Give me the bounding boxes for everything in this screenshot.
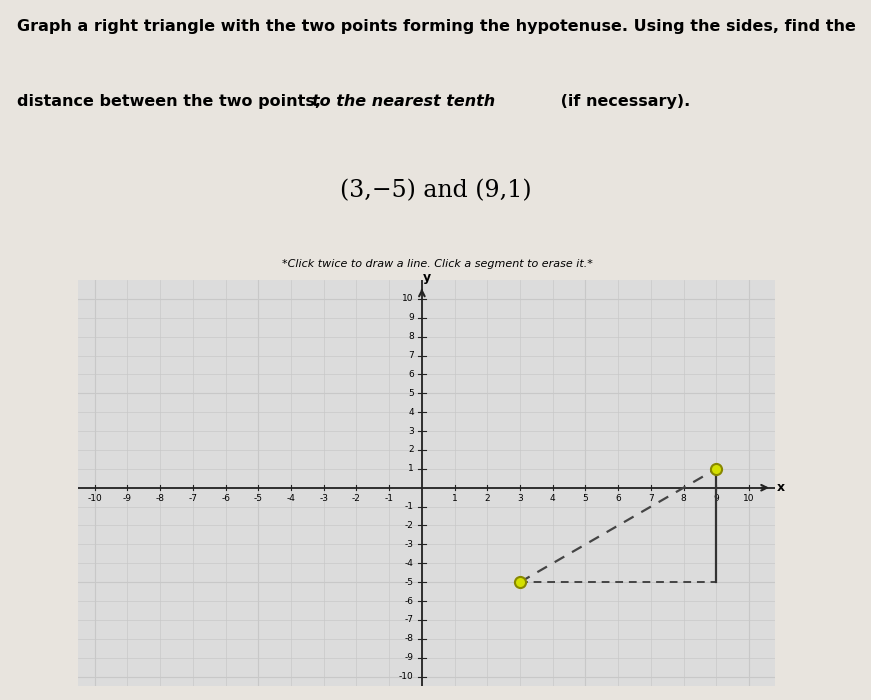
Text: 1: 1 <box>408 464 414 473</box>
Text: -8: -8 <box>156 494 165 503</box>
Text: -10: -10 <box>87 494 102 503</box>
Text: -8: -8 <box>405 634 414 643</box>
Text: -1: -1 <box>385 494 394 503</box>
Text: x: x <box>777 481 785 494</box>
Text: -4: -4 <box>287 494 295 503</box>
Text: *Click twice to draw a line. Click a segment to erase it.*: *Click twice to draw a line. Click a seg… <box>282 259 593 269</box>
Text: 9: 9 <box>713 494 719 503</box>
Text: 1: 1 <box>452 494 457 503</box>
Text: -7: -7 <box>405 615 414 624</box>
Text: 8: 8 <box>681 494 686 503</box>
Text: 6: 6 <box>615 494 621 503</box>
Text: -6: -6 <box>405 596 414 606</box>
Text: 5: 5 <box>408 389 414 398</box>
Text: 8: 8 <box>408 332 414 341</box>
Text: -3: -3 <box>405 540 414 549</box>
Text: -5: -5 <box>405 578 414 587</box>
Text: 7: 7 <box>408 351 414 360</box>
Text: 10: 10 <box>402 295 414 303</box>
Text: (if necessary).: (if necessary). <box>555 94 690 108</box>
Text: -1: -1 <box>405 502 414 511</box>
Text: 7: 7 <box>648 494 654 503</box>
Text: -2: -2 <box>352 494 361 503</box>
Text: 9: 9 <box>408 314 414 322</box>
Text: 10: 10 <box>743 494 755 503</box>
Text: to the nearest tenth: to the nearest tenth <box>312 94 495 108</box>
Text: 5: 5 <box>583 494 588 503</box>
Text: distance between the two points,: distance between the two points, <box>17 94 327 108</box>
Text: 2: 2 <box>408 445 414 454</box>
Text: -3: -3 <box>320 494 328 503</box>
Text: 3: 3 <box>517 494 523 503</box>
Text: -2: -2 <box>405 521 414 530</box>
Text: y: y <box>422 271 431 284</box>
Text: -7: -7 <box>188 494 198 503</box>
Text: (3,−5) and (9,1): (3,−5) and (9,1) <box>340 179 531 202</box>
Text: 3: 3 <box>408 426 414 435</box>
Text: -10: -10 <box>399 672 414 681</box>
Text: 6: 6 <box>408 370 414 379</box>
Text: 4: 4 <box>550 494 556 503</box>
Text: -4: -4 <box>405 559 414 568</box>
Text: Graph a right triangle with the two points forming the hypotenuse. Using the sid: Graph a right triangle with the two poin… <box>17 20 856 34</box>
Text: -5: -5 <box>253 494 263 503</box>
Text: 4: 4 <box>408 407 414 416</box>
Text: -6: -6 <box>221 494 230 503</box>
Text: -9: -9 <box>123 494 132 503</box>
Text: -9: -9 <box>405 653 414 662</box>
Text: 2: 2 <box>484 494 490 503</box>
